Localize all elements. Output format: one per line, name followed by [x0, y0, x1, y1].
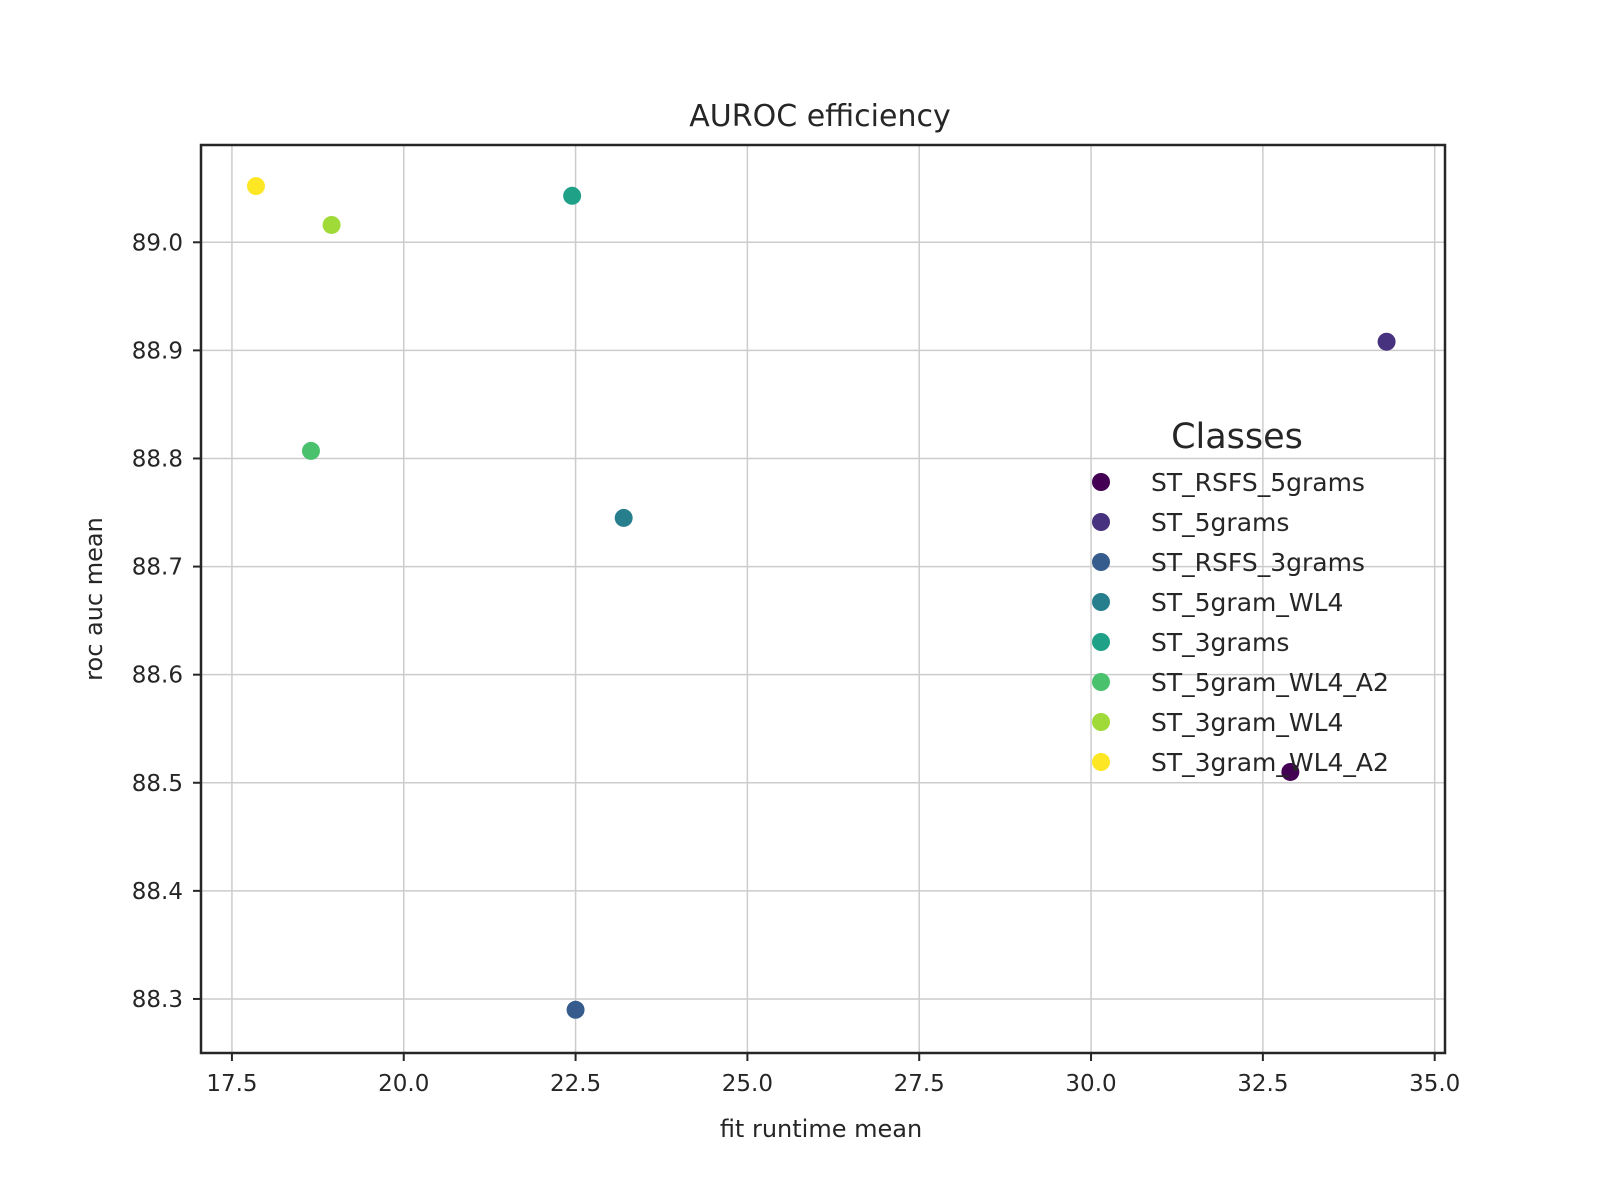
data-point — [246, 177, 265, 196]
y-tick-label: 88.8 — [132, 446, 183, 472]
y-tick-label: 88.9 — [132, 338, 183, 364]
x-tick-label: 20.0 — [378, 1071, 429, 1097]
legend-marker — [1092, 713, 1110, 731]
legend-entry-label: ST_RSFS_3grams — [1151, 548, 1365, 577]
chart-title: AUROC efficiency — [689, 99, 950, 134]
legend-marker — [1092, 673, 1110, 691]
data-point — [301, 441, 320, 460]
data-point — [322, 215, 341, 234]
legend-marker — [1092, 473, 1110, 491]
data-point — [1377, 332, 1396, 351]
legend-marker — [1092, 633, 1110, 651]
legend-entry-label: ST_3grams — [1151, 628, 1289, 657]
legend-entry-label: ST_3gram_WL4 — [1151, 708, 1343, 737]
legend-marker — [1092, 753, 1110, 771]
data-point — [614, 508, 633, 527]
x-tick-label: 35.0 — [1409, 1071, 1460, 1097]
y-tick-label: 88.4 — [132, 879, 183, 905]
legend-entry-label: ST_5grams — [1151, 508, 1289, 537]
legend-entry-label: ST_3gram_WL4_A2 — [1151, 748, 1389, 777]
data-points — [246, 177, 1396, 1019]
legend-entry-label: ST_5gram_WL4 — [1151, 588, 1343, 617]
y-axis-label: roc auc mean — [80, 517, 108, 681]
y-tick-label: 88.3 — [132, 987, 183, 1013]
x-tick-label: 27.5 — [894, 1071, 945, 1097]
legend: Classes ST_RSFS_5grams ST_5grams ST_RSFS_3… — [1092, 417, 1389, 777]
legend-entry-label: ST_5gram_WL4_A2 — [1151, 668, 1389, 697]
legend-title: Classes — [1171, 417, 1303, 457]
x-tick-label: 32.5 — [1237, 1071, 1288, 1097]
x-axis-label: fit runtime mean — [720, 1115, 922, 1143]
data-point — [566, 1000, 585, 1019]
y-tick-label: 88.6 — [132, 663, 183, 689]
grid-lines — [201, 145, 1445, 1053]
x-tick-label: 30.0 — [1065, 1071, 1116, 1097]
legend-marker — [1092, 553, 1110, 571]
data-point — [1281, 762, 1300, 781]
y-tick-label: 89.0 — [132, 230, 183, 256]
plot-frame — [199, 143, 1447, 1055]
x-tick-label: 17.5 — [206, 1071, 257, 1097]
x-tick-label: 25.0 — [722, 1071, 773, 1097]
data-point — [563, 186, 582, 205]
legend-marker — [1092, 513, 1110, 531]
y-tick-label: 88.7 — [132, 555, 183, 581]
legend-marker — [1092, 593, 1110, 611]
x-tick-label: 22.5 — [550, 1071, 601, 1097]
axis-ticks: 17.5 20.0 22.5 25.0 27.5 30.0 32.5 35.0 88.3 88.4… — [132, 230, 1461, 1097]
y-tick-label: 88.5 — [132, 771, 183, 797]
legend-entry-label: ST_RSFS_5grams — [1151, 468, 1365, 497]
